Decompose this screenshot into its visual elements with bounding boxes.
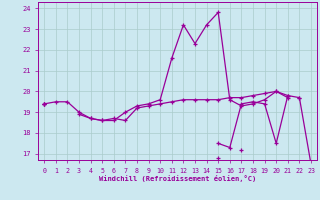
X-axis label: Windchill (Refroidissement éolien,°C): Windchill (Refroidissement éolien,°C) — [99, 175, 256, 182]
